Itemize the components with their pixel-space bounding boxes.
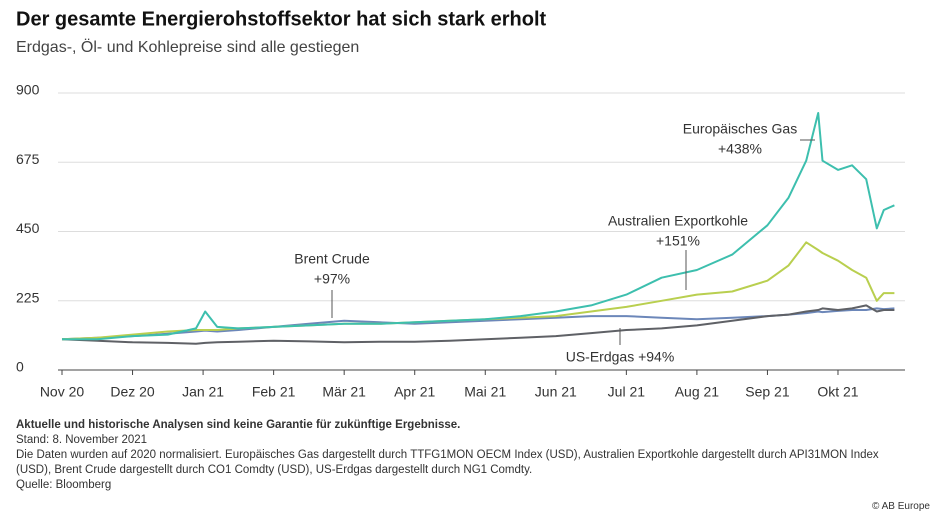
annotation-change: +97% — [314, 271, 350, 287]
y-tick-label: 450 — [16, 220, 40, 236]
x-tick-label: Nov 20 — [40, 384, 85, 400]
x-tick-label: Aug 21 — [675, 384, 720, 400]
x-tick-label: Mär 21 — [322, 384, 366, 400]
chart: Der gesamte Energierohstoffsektor hat si… — [16, 8, 905, 400]
x-tick-label: Dez 20 — [110, 384, 155, 400]
series-line — [62, 112, 895, 341]
x-tick-label: Okt 21 — [817, 384, 858, 400]
x-tick-label: Mai 21 — [464, 384, 506, 400]
annotation-change: +151% — [656, 233, 700, 249]
annotation-change: +438% — [718, 141, 762, 157]
series-line — [61, 241, 895, 341]
annotation: Brent Crude — [294, 251, 370, 267]
y-tick-label: 675 — [16, 151, 40, 167]
x-tick-label: Sep 21 — [745, 384, 790, 400]
annotation: US-Erdgas +94% — [566, 349, 675, 365]
x-tick-label: Feb 21 — [252, 384, 296, 400]
x-tick-label: Jul 21 — [608, 384, 646, 400]
y-tick-label: 225 — [16, 289, 40, 305]
source: Quelle: Bloomberg — [16, 479, 112, 491]
chart-subtitle: Erdgas-, Öl- und Kohlepreise sind alle g… — [16, 38, 359, 56]
copyright: © AB Europe — [872, 501, 930, 512]
y-tick-label: 900 — [16, 82, 40, 98]
x-tick-label: Apr 21 — [394, 384, 435, 400]
footer: Aktuelle und historische Analysen sind k… — [16, 418, 916, 493]
x-tick-label: Jun 21 — [535, 384, 577, 400]
note: Aktuelle und historische Analysen sind k… — [16, 419, 461, 431]
date-note: Stand: 8. November 2021 — [16, 434, 148, 446]
y-tick-label: 0 — [16, 359, 24, 375]
x-tick-label: Jan 21 — [182, 384, 224, 400]
series-line — [61, 307, 895, 341]
annotation: Europäisches Gas — [683, 121, 797, 137]
chart-title: Der gesamte Energierohstoffsektor hat si… — [16, 8, 546, 30]
annotation: Australien Exportkohle — [608, 213, 748, 229]
series-line — [61, 304, 895, 345]
description: Die Daten wurden auf 2020 normalisiert. … — [16, 449, 879, 476]
